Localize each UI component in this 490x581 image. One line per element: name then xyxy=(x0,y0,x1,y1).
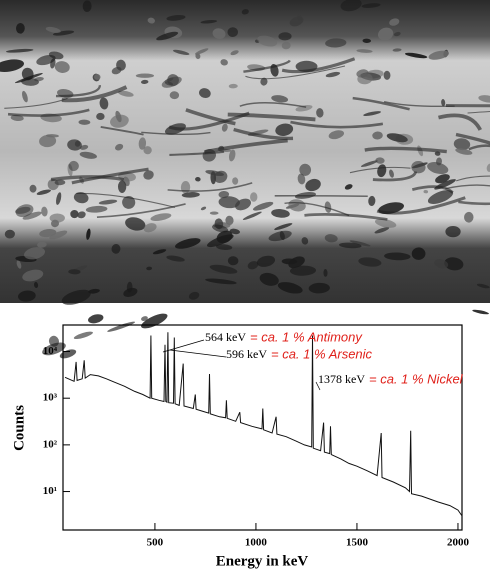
annotation-leader xyxy=(163,340,204,352)
y-tick-label: 10¹ xyxy=(43,485,57,497)
annotation-leader xyxy=(170,350,226,357)
micrograph-blob xyxy=(87,313,104,325)
micrograph-blob xyxy=(250,192,257,201)
y-tick-label: 10⁴ xyxy=(43,345,58,357)
x-tick-label: 1000 xyxy=(245,537,268,549)
micrograph-blob xyxy=(472,309,489,315)
micrograph-blob xyxy=(445,226,460,237)
x-tick-label: 2000 xyxy=(447,537,470,549)
annotation-note: = ca. 1 % Antimony xyxy=(250,329,363,344)
annotation-energy: 564 keV xyxy=(205,330,246,344)
y-tick-label: 10² xyxy=(43,438,58,450)
annotation-note: = ca. 1 % Nickel xyxy=(369,371,464,386)
x-tick-label: 500 xyxy=(147,537,164,549)
micrograph-blob xyxy=(107,320,136,333)
x-axis-label: Energy in keV xyxy=(216,553,309,569)
micrograph-blob xyxy=(73,330,93,340)
x-tick-label: 1500 xyxy=(346,537,369,549)
annotation-note: = ca. 1 % Arsenic xyxy=(271,346,373,361)
micrograph-blob xyxy=(136,74,154,78)
y-tick-label: 10³ xyxy=(43,392,58,404)
y-axis-label: Counts xyxy=(11,405,27,451)
micrograph-blob xyxy=(210,212,219,215)
micrograph xyxy=(0,0,490,360)
annotation-energy: 1378 keV xyxy=(318,372,365,386)
annotation-energy: 596 keV xyxy=(226,347,267,361)
